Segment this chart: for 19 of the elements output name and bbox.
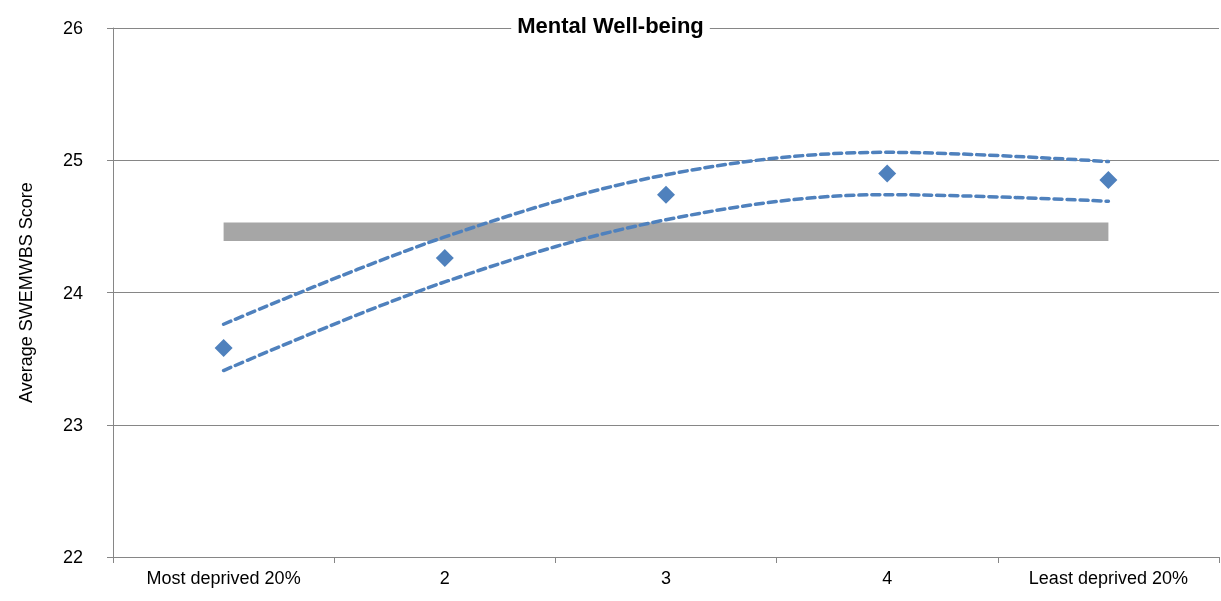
y-tick-label: 22 [62, 547, 84, 567]
chart-title: Mental Well-being [517, 12, 704, 38]
line-series [221, 150, 1111, 326]
y-tick-label: 25 [62, 150, 84, 171]
line-series [221, 192, 1111, 373]
x-tick-label: Most deprived 20% [146, 568, 301, 588]
point [878, 164, 897, 183]
x-tick-label: 4 [882, 568, 893, 588]
x-tick-label: 2 [439, 568, 450, 588]
y-tick-label: 24 [62, 282, 84, 303]
point [435, 249, 454, 268]
y-axis-title: Average SWEMWBS Score [16, 182, 36, 403]
point [657, 185, 675, 204]
x-tick-label: Least deprived 20% [1028, 568, 1188, 588]
y-tick-label: 26 [62, 18, 84, 38]
point [1099, 171, 1118, 190]
point [214, 339, 233, 358]
y-tick-label: 23 [62, 414, 84, 435]
x-tick-label: 3 [660, 568, 672, 588]
